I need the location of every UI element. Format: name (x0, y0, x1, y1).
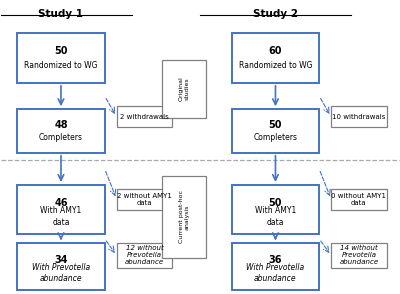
FancyBboxPatch shape (331, 243, 387, 268)
Text: 48: 48 (54, 120, 68, 130)
Text: Study 2: Study 2 (253, 9, 298, 19)
FancyBboxPatch shape (232, 109, 319, 153)
Text: 36: 36 (269, 255, 282, 265)
Text: Current post-hoc
analysis: Current post-hoc analysis (178, 191, 190, 243)
Text: 2 without AMY1
data: 2 without AMY1 data (117, 193, 172, 206)
Text: With Prevotella
abundance: With Prevotella abundance (246, 263, 304, 283)
FancyBboxPatch shape (331, 106, 387, 127)
Text: Completers: Completers (254, 133, 298, 142)
FancyBboxPatch shape (232, 243, 319, 290)
FancyBboxPatch shape (17, 185, 105, 234)
FancyBboxPatch shape (232, 34, 319, 83)
FancyBboxPatch shape (162, 176, 206, 258)
FancyBboxPatch shape (116, 106, 172, 127)
FancyBboxPatch shape (331, 189, 387, 210)
Text: 12 without
Prevotella
abundance: 12 without Prevotella abundance (125, 245, 164, 265)
Text: With AMY1
data: With AMY1 data (40, 206, 82, 227)
Text: Study 1: Study 1 (38, 9, 84, 19)
Text: 14 without
Prevotella
abundance: 14 without Prevotella abundance (339, 245, 378, 265)
Text: Completers: Completers (39, 133, 83, 142)
Text: Randomized to WG: Randomized to WG (24, 61, 98, 70)
Text: Randomized to WG: Randomized to WG (239, 61, 312, 70)
FancyBboxPatch shape (17, 243, 105, 290)
FancyBboxPatch shape (17, 34, 105, 83)
Text: Original
studies: Original studies (178, 76, 190, 101)
FancyBboxPatch shape (17, 109, 105, 153)
FancyBboxPatch shape (116, 243, 172, 268)
FancyBboxPatch shape (162, 60, 206, 118)
Text: 34: 34 (54, 255, 68, 265)
Text: 50: 50 (269, 120, 282, 130)
Text: 50: 50 (54, 46, 68, 56)
Text: With AMY1
data: With AMY1 data (255, 206, 296, 227)
FancyBboxPatch shape (232, 185, 319, 234)
Text: 10 withdrawals: 10 withdrawals (332, 114, 386, 120)
FancyBboxPatch shape (116, 189, 172, 210)
Text: 60: 60 (269, 46, 282, 56)
Text: 2 withdrawals: 2 withdrawals (120, 114, 169, 120)
Text: With Prevotella
abundance: With Prevotella abundance (32, 263, 90, 283)
Text: 50: 50 (269, 198, 282, 208)
Text: 46: 46 (54, 198, 68, 208)
Text: 0 without AMY1
data: 0 without AMY1 data (331, 193, 386, 206)
